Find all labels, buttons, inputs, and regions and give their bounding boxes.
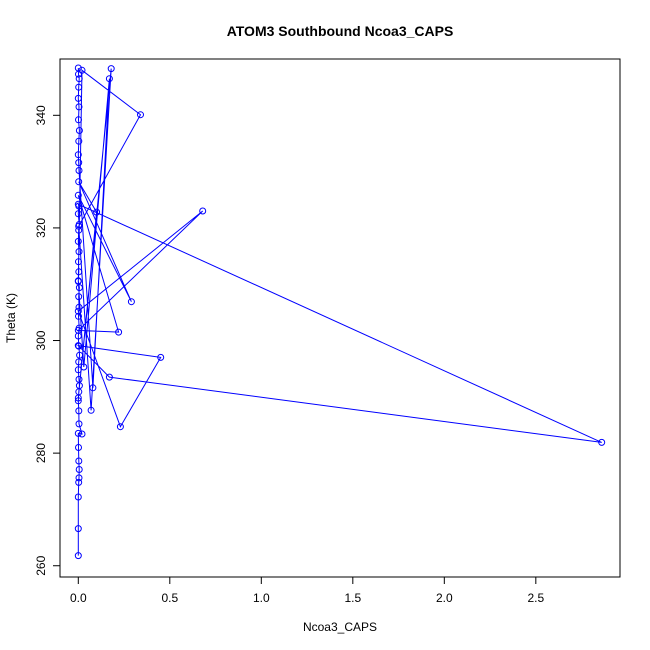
x-tick-label: 2.0 [436, 591, 453, 605]
data-point [74, 326, 82, 334]
data-point [137, 111, 144, 119]
y-tick-label: 320 [34, 218, 48, 238]
data-point [74, 397, 82, 405]
data-point [75, 116, 82, 124]
data-point [75, 268, 83, 276]
y-tick-label: 280 [34, 443, 48, 463]
data-point [75, 103, 83, 111]
data-point [93, 208, 101, 216]
data-point [127, 298, 135, 306]
data-point [74, 64, 82, 72]
x-tick-label: 0.0 [70, 591, 87, 605]
x-tick-label: 1.5 [344, 591, 361, 605]
data-point [75, 312, 82, 320]
data-point [75, 75, 83, 83]
data-point [75, 137, 83, 145]
data-point [598, 438, 606, 446]
data-point [78, 66, 86, 74]
data-point [107, 65, 115, 73]
chart-title: ATOM3 Southbound Ncoa3_CAPS [227, 23, 454, 39]
data-point [116, 423, 124, 431]
data-point [75, 159, 83, 167]
data-point [74, 429, 82, 437]
data-point [74, 394, 82, 402]
y-tick-label: 300 [34, 330, 48, 350]
data-point [74, 210, 82, 218]
data-point [75, 407, 83, 415]
data-point [75, 178, 83, 186]
data-point [75, 358, 83, 366]
data-point [87, 406, 95, 414]
data-point [74, 191, 82, 199]
data-point [89, 384, 97, 392]
data-point [75, 474, 83, 482]
data-point [75, 466, 83, 473]
data-point [75, 83, 83, 91]
data-point [75, 293, 83, 301]
data-point [75, 258, 82, 266]
data-point [75, 375, 83, 383]
data-point [74, 277, 82, 285]
data-point [75, 420, 83, 428]
data-point [115, 328, 123, 336]
data-point [75, 457, 83, 465]
y-tick-label: 340 [34, 105, 48, 125]
series-line [76, 67, 602, 556]
data-point [75, 248, 83, 256]
y-axis: 260 280 300 320 340 [34, 105, 61, 576]
data-point [75, 167, 83, 174]
data-point [75, 444, 82, 451]
data-point [75, 478, 83, 486]
data-point [74, 307, 82, 315]
x-axis: 0.0 0.5 1.0 1.5 2.0 2.5 [70, 576, 544, 605]
data-point [74, 237, 82, 245]
data-point [105, 75, 113, 83]
x-tick-label: 1.0 [253, 591, 270, 605]
y-tick-label: 260 [34, 555, 48, 575]
data-point [75, 303, 83, 311]
plot-frame [59, 58, 621, 578]
data-series [74, 64, 606, 560]
x-tick-label: 0.5 [161, 591, 178, 605]
data-point [74, 151, 82, 159]
data-point [74, 493, 82, 501]
data-point [199, 207, 207, 215]
data-point [105, 373, 113, 381]
data-point [80, 363, 88, 371]
data-point [74, 366, 82, 374]
data-point [74, 94, 82, 102]
data-point [75, 127, 83, 134]
x-axis-label: Ncoa3_CAPS [303, 620, 377, 634]
data-point [74, 342, 82, 350]
data-point [74, 200, 82, 208]
data-point [78, 430, 86, 438]
data-point [75, 222, 83, 230]
data-point [74, 552, 82, 560]
y-axis-label: Theta (K) [4, 293, 18, 343]
data-point [76, 351, 84, 359]
data-point [74, 525, 82, 533]
x-tick-label: 2.5 [527, 591, 544, 605]
data-point [157, 353, 165, 361]
